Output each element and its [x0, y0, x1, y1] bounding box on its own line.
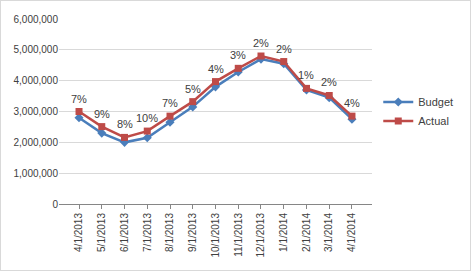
svg-text:3/1/2014: 3/1/2014 — [323, 213, 334, 252]
svg-text:2,000,000: 2,000,000 — [14, 137, 59, 148]
svg-text:3%: 3% — [230, 49, 246, 61]
svg-text:3,000,000: 3,000,000 — [14, 106, 59, 117]
svg-text:1,000,000: 1,000,000 — [14, 168, 59, 179]
svg-text:7%: 7% — [162, 97, 178, 109]
svg-text:1%: 1% — [298, 69, 314, 81]
svg-text:2/1/2014: 2/1/2014 — [301, 213, 312, 252]
svg-text:9/1/2013: 9/1/2013 — [187, 213, 198, 252]
svg-text:8%: 8% — [117, 118, 133, 130]
svg-text:10/1/2013: 10/1/2013 — [210, 213, 221, 258]
svg-text:8/1/2013: 8/1/2013 — [164, 213, 175, 252]
svg-text:6/1/2013: 6/1/2013 — [119, 213, 130, 252]
svg-text:7/1/2013: 7/1/2013 — [142, 213, 153, 252]
svg-text:Actual: Actual — [418, 115, 449, 127]
svg-text:4%: 4% — [208, 63, 224, 75]
svg-text:2%: 2% — [276, 43, 292, 55]
svg-text:10%: 10% — [136, 112, 158, 124]
svg-text:0: 0 — [52, 199, 58, 210]
svg-text:5,000,000: 5,000,000 — [14, 44, 59, 55]
svg-text:6,000,000: 6,000,000 — [14, 14, 59, 25]
svg-text:4,000,000: 4,000,000 — [14, 75, 59, 86]
svg-text:7%: 7% — [71, 93, 87, 105]
svg-text:2%: 2% — [321, 76, 337, 88]
svg-text:5/1/2013: 5/1/2013 — [96, 213, 107, 252]
svg-text:2%: 2% — [253, 37, 269, 49]
svg-text:4%: 4% — [344, 97, 360, 109]
svg-text:12/1/2013: 12/1/2013 — [255, 213, 266, 258]
svg-text:Budget: Budget — [418, 96, 453, 108]
svg-text:1/1/2014: 1/1/2014 — [278, 213, 289, 252]
svg-text:9%: 9% — [94, 108, 110, 120]
svg-text:4/1/2013: 4/1/2013 — [73, 213, 84, 252]
svg-text:5%: 5% — [185, 83, 201, 95]
svg-text:4/1/2014: 4/1/2014 — [346, 213, 357, 252]
svg-text:11/1/2013: 11/1/2013 — [233, 213, 244, 257]
